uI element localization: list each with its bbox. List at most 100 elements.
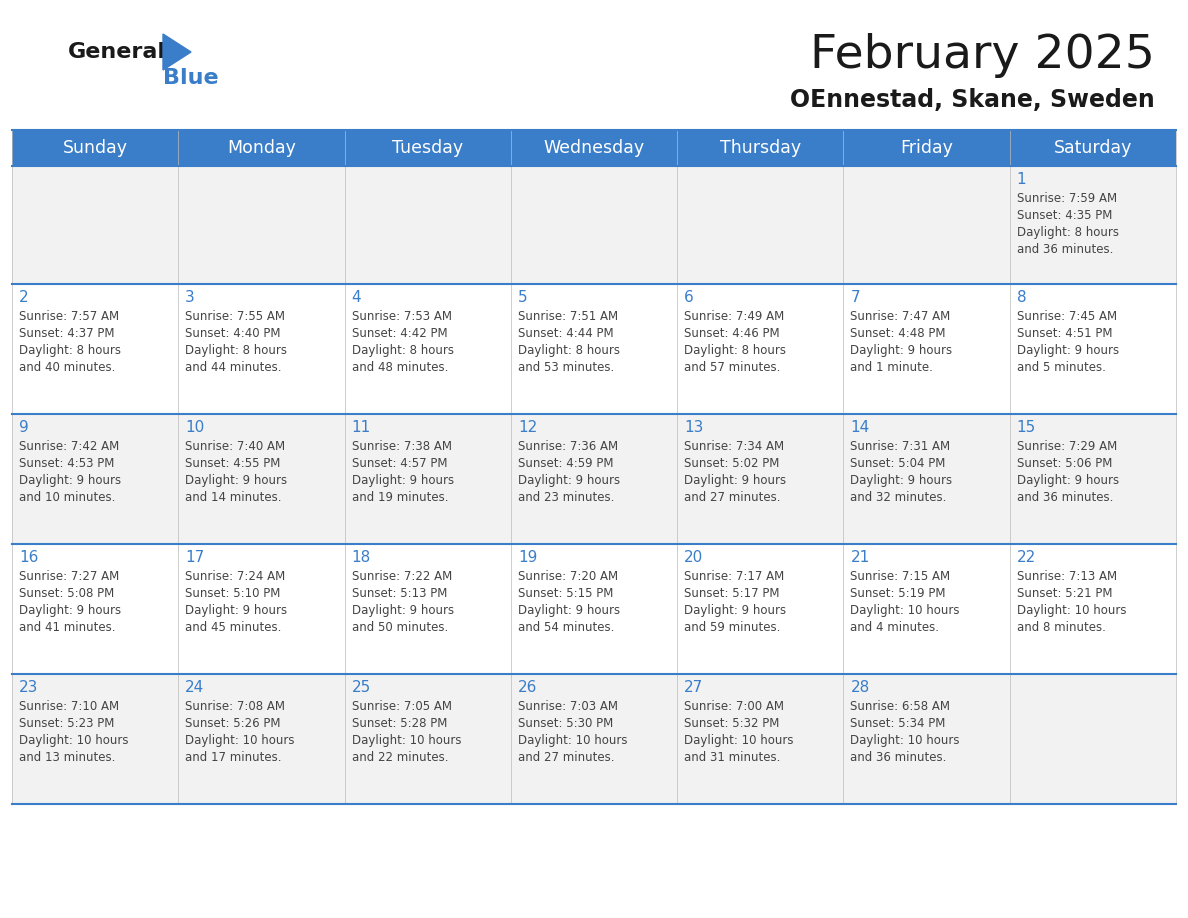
Text: Daylight: 10 hours: Daylight: 10 hours [851, 604, 960, 617]
Text: and 36 minutes.: and 36 minutes. [851, 751, 947, 764]
Text: Sunset: 4:37 PM: Sunset: 4:37 PM [19, 327, 114, 340]
Text: 19: 19 [518, 550, 537, 565]
Text: Sunset: 5:04 PM: Sunset: 5:04 PM [851, 457, 946, 470]
Bar [843, 166, 1010, 284]
Text: Blue: Blue [163, 68, 219, 88]
Bar [1010, 284, 1176, 414]
Text: Sunset: 5:15 PM: Sunset: 5:15 PM [518, 587, 613, 600]
Text: 11: 11 [352, 420, 371, 435]
Text: Sunrise: 7:08 AM: Sunrise: 7:08 AM [185, 700, 285, 713]
Bar [511, 166, 677, 284]
Bar [511, 544, 677, 674]
Bar [1010, 414, 1176, 544]
Bar [677, 166, 843, 284]
Text: and 27 minutes.: and 27 minutes. [684, 491, 781, 504]
Text: 27: 27 [684, 680, 703, 695]
Text: Sunrise: 7:34 AM: Sunrise: 7:34 AM [684, 440, 784, 453]
Text: Monday: Monday [227, 139, 296, 157]
Bar [12, 284, 178, 414]
Text: Daylight: 9 hours: Daylight: 9 hours [684, 474, 786, 487]
Text: February 2025: February 2025 [810, 32, 1155, 77]
Text: 12: 12 [518, 420, 537, 435]
Text: Daylight: 9 hours: Daylight: 9 hours [518, 474, 620, 487]
Text: 22: 22 [1017, 550, 1036, 565]
Text: Daylight: 9 hours: Daylight: 9 hours [185, 604, 287, 617]
Text: Sunrise: 6:58 AM: Sunrise: 6:58 AM [851, 700, 950, 713]
Text: 3: 3 [185, 290, 195, 305]
Bar [511, 674, 677, 804]
Text: Daylight: 9 hours: Daylight: 9 hours [352, 474, 454, 487]
Text: Sunset: 5:26 PM: Sunset: 5:26 PM [185, 717, 280, 730]
Text: Daylight: 8 hours: Daylight: 8 hours [1017, 226, 1119, 239]
Text: Sunset: 5:08 PM: Sunset: 5:08 PM [19, 587, 114, 600]
Text: 18: 18 [352, 550, 371, 565]
Bar [12, 130, 1176, 166]
Text: Sunset: 4:40 PM: Sunset: 4:40 PM [185, 327, 280, 340]
Text: 9: 9 [19, 420, 29, 435]
Bar [1010, 544, 1176, 674]
Text: and 41 minutes.: and 41 minutes. [19, 621, 115, 634]
Text: Sunday: Sunday [63, 139, 127, 157]
Bar [677, 284, 843, 414]
Text: Daylight: 9 hours: Daylight: 9 hours [1017, 474, 1119, 487]
Text: 7: 7 [851, 290, 860, 305]
Text: and 32 minutes.: and 32 minutes. [851, 491, 947, 504]
Bar [1010, 674, 1176, 804]
Bar [12, 544, 178, 674]
Text: 1: 1 [1017, 172, 1026, 187]
Text: Daylight: 10 hours: Daylight: 10 hours [19, 734, 128, 747]
Text: Sunset: 5:13 PM: Sunset: 5:13 PM [352, 587, 447, 600]
Text: 21: 21 [851, 550, 870, 565]
Bar [345, 544, 511, 674]
Bar [178, 284, 345, 414]
Text: and 17 minutes.: and 17 minutes. [185, 751, 282, 764]
Text: Daylight: 9 hours: Daylight: 9 hours [684, 604, 786, 617]
Bar [178, 544, 345, 674]
Bar [178, 166, 345, 284]
Text: and 19 minutes.: and 19 minutes. [352, 491, 448, 504]
Text: Sunrise: 7:17 AM: Sunrise: 7:17 AM [684, 570, 784, 583]
Text: and 59 minutes.: and 59 minutes. [684, 621, 781, 634]
Text: 4: 4 [352, 290, 361, 305]
Text: and 50 minutes.: and 50 minutes. [352, 621, 448, 634]
Bar [677, 414, 843, 544]
Bar [12, 414, 178, 544]
Text: and 5 minutes.: and 5 minutes. [1017, 361, 1106, 374]
Text: Sunrise: 7:51 AM: Sunrise: 7:51 AM [518, 310, 618, 323]
Bar [345, 414, 511, 544]
Bar [345, 674, 511, 804]
Text: and 36 minutes.: and 36 minutes. [1017, 491, 1113, 504]
Text: Sunset: 4:44 PM: Sunset: 4:44 PM [518, 327, 613, 340]
Text: Sunrise: 7:29 AM: Sunrise: 7:29 AM [1017, 440, 1117, 453]
Text: Sunset: 5:10 PM: Sunset: 5:10 PM [185, 587, 280, 600]
Text: Sunrise: 7:55 AM: Sunrise: 7:55 AM [185, 310, 285, 323]
Text: Daylight: 8 hours: Daylight: 8 hours [185, 344, 287, 357]
Text: 6: 6 [684, 290, 694, 305]
Text: Sunset: 4:59 PM: Sunset: 4:59 PM [518, 457, 613, 470]
Text: 5: 5 [518, 290, 527, 305]
Text: 20: 20 [684, 550, 703, 565]
Text: Sunrise: 7:15 AM: Sunrise: 7:15 AM [851, 570, 950, 583]
Text: Sunset: 5:23 PM: Sunset: 5:23 PM [19, 717, 114, 730]
Text: Sunrise: 7:03 AM: Sunrise: 7:03 AM [518, 700, 618, 713]
Text: Daylight: 10 hours: Daylight: 10 hours [851, 734, 960, 747]
Text: Daylight: 9 hours: Daylight: 9 hours [19, 474, 121, 487]
Text: Sunrise: 7:42 AM: Sunrise: 7:42 AM [19, 440, 119, 453]
Bar [843, 414, 1010, 544]
Text: 26: 26 [518, 680, 537, 695]
Text: and 1 minute.: and 1 minute. [851, 361, 934, 374]
Text: Sunset: 5:28 PM: Sunset: 5:28 PM [352, 717, 447, 730]
Bar [843, 674, 1010, 804]
Text: Sunset: 5:34 PM: Sunset: 5:34 PM [851, 717, 946, 730]
Text: Saturday: Saturday [1054, 139, 1132, 157]
Bar [677, 674, 843, 804]
Text: Friday: Friday [901, 139, 953, 157]
Text: and 40 minutes.: and 40 minutes. [19, 361, 115, 374]
Text: Sunset: 5:32 PM: Sunset: 5:32 PM [684, 717, 779, 730]
Text: and 27 minutes.: and 27 minutes. [518, 751, 614, 764]
Text: Sunrise: 7:10 AM: Sunrise: 7:10 AM [19, 700, 119, 713]
Text: and 22 minutes.: and 22 minutes. [352, 751, 448, 764]
Bar [843, 544, 1010, 674]
Text: 24: 24 [185, 680, 204, 695]
Text: Sunset: 4:42 PM: Sunset: 4:42 PM [352, 327, 447, 340]
